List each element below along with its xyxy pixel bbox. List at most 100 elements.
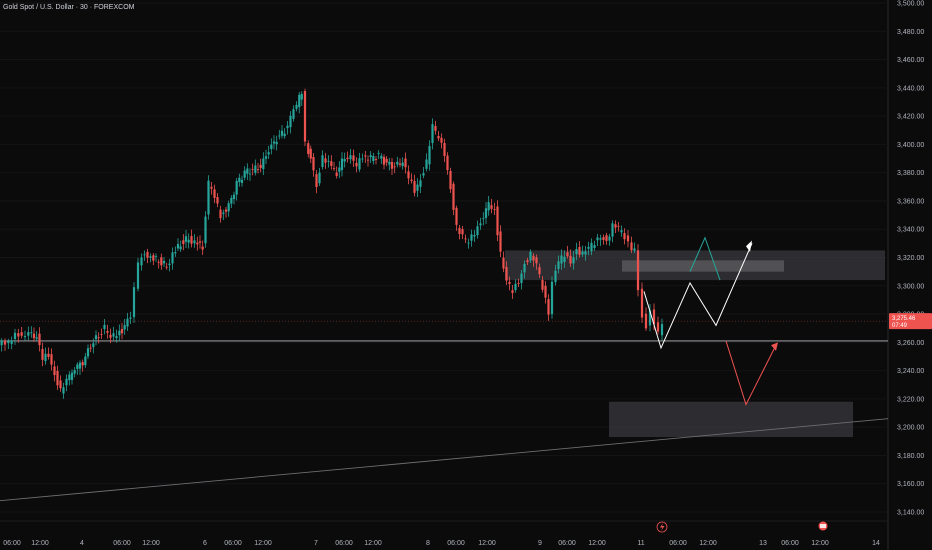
candle-body bbox=[422, 173, 425, 176]
time-tick-label: 06:00 bbox=[224, 540, 242, 547]
candle-body bbox=[461, 229, 464, 235]
candle-body bbox=[484, 208, 488, 218]
candle-body bbox=[343, 158, 346, 162]
candle-body bbox=[184, 236, 188, 242]
candle-body bbox=[596, 237, 599, 241]
candle-body bbox=[496, 206, 499, 236]
candle-body bbox=[364, 155, 367, 157]
candle-body bbox=[547, 299, 550, 315]
projection-arrowhead-white bbox=[746, 240, 752, 252]
candle-body bbox=[352, 155, 355, 161]
time-tick-label: 4 bbox=[80, 540, 84, 547]
candle-body bbox=[307, 143, 310, 154]
candle-body bbox=[259, 164, 262, 168]
bearish-projection-path bbox=[725, 340, 777, 406]
candle-body bbox=[165, 266, 168, 268]
time-tick-label: 6 bbox=[203, 540, 207, 547]
candle-body bbox=[193, 240, 196, 244]
candle-body bbox=[416, 184, 419, 191]
candle-body bbox=[346, 157, 349, 160]
price-tick-label: 3,420.00 bbox=[897, 114, 924, 121]
time-tick-label: 06:00 bbox=[781, 540, 799, 547]
candle-body bbox=[581, 251, 584, 255]
candle-body bbox=[372, 156, 375, 162]
candle-body bbox=[517, 283, 520, 284]
candle-body bbox=[210, 186, 213, 189]
candle-body bbox=[514, 283, 517, 291]
candle-body bbox=[219, 209, 222, 219]
candle-body bbox=[599, 238, 602, 240]
candle-body bbox=[508, 281, 511, 284]
time-tick-label: 06:00 bbox=[669, 540, 687, 547]
candle-body bbox=[35, 337, 38, 339]
candle-body bbox=[300, 93, 303, 100]
candle-body bbox=[572, 257, 575, 264]
time-tick-label: 06:00 bbox=[3, 540, 21, 547]
candle-body bbox=[529, 251, 532, 261]
candle-body bbox=[275, 141, 278, 145]
flag-glyph-icon bbox=[820, 524, 826, 528]
candle-body bbox=[369, 155, 372, 158]
candle-body bbox=[605, 235, 608, 241]
candle-body bbox=[557, 261, 560, 269]
candle-body bbox=[256, 169, 260, 170]
time-tick-label: 13 bbox=[759, 540, 767, 547]
lightning-glyph-icon bbox=[660, 523, 665, 531]
candle-body bbox=[401, 162, 404, 167]
time-axis[interactable]: 06:00 12:00 4 06:00 12:00 6 06:00 12:00 7 06:00 12… bbox=[3, 540, 880, 547]
candles-layer bbox=[0, 88, 664, 399]
time-tick-label: 06:00 bbox=[335, 540, 353, 547]
candle-body bbox=[593, 245, 596, 248]
candle-body bbox=[204, 216, 207, 244]
candle-body bbox=[13, 332, 17, 340]
candle-body bbox=[640, 288, 644, 318]
candle-body bbox=[227, 203, 230, 212]
price-tick-label: 3,500.00 bbox=[897, 1, 924, 8]
candle-body bbox=[213, 189, 216, 198]
candle-body bbox=[656, 322, 660, 332]
time-tick-label: 12:00 bbox=[142, 540, 160, 547]
candle-body bbox=[575, 249, 578, 255]
price-tick-label: 3,160.00 bbox=[897, 481, 924, 488]
time-tick-label: 06:00 bbox=[558, 540, 576, 547]
candle-body bbox=[487, 202, 490, 211]
candle-body bbox=[377, 152, 380, 154]
candle-body bbox=[198, 241, 202, 243]
green-projection-path bbox=[689, 236, 721, 281]
candle-body bbox=[502, 257, 505, 269]
candle-body bbox=[136, 262, 140, 289]
candle-body bbox=[62, 387, 65, 394]
candle-body bbox=[53, 366, 56, 376]
price-tick-label: 3,260.00 bbox=[897, 340, 924, 347]
candle-body bbox=[132, 287, 136, 318]
candle-body bbox=[267, 152, 270, 155]
candle-body bbox=[425, 159, 428, 169]
time-tick-label: 12:00 bbox=[364, 540, 382, 547]
candle-body bbox=[17, 333, 20, 337]
candle-body bbox=[626, 235, 630, 242]
candle-body bbox=[602, 237, 605, 240]
candle-body bbox=[550, 281, 554, 315]
price-tick-label: 3,220.00 bbox=[897, 396, 924, 403]
candle-body bbox=[332, 168, 336, 169]
candle-body bbox=[292, 109, 295, 119]
candle-body bbox=[449, 170, 452, 190]
candle-body bbox=[404, 158, 407, 168]
candle-body bbox=[44, 353, 47, 362]
candle-body bbox=[431, 124, 434, 144]
candle-body bbox=[129, 317, 132, 319]
candle-body bbox=[81, 362, 84, 366]
candle-body bbox=[243, 170, 246, 178]
candle-body bbox=[109, 334, 112, 338]
time-tick-label: 7 bbox=[314, 540, 318, 547]
candle-body bbox=[446, 155, 449, 171]
candle-body bbox=[78, 362, 82, 369]
candle-body bbox=[59, 380, 62, 389]
candle-body bbox=[174, 252, 177, 254]
candle-body bbox=[97, 337, 100, 339]
candle-body bbox=[520, 273, 523, 284]
candle-body bbox=[283, 133, 286, 137]
drawings-layer bbox=[0, 250, 889, 502]
candle-body bbox=[623, 233, 626, 240]
